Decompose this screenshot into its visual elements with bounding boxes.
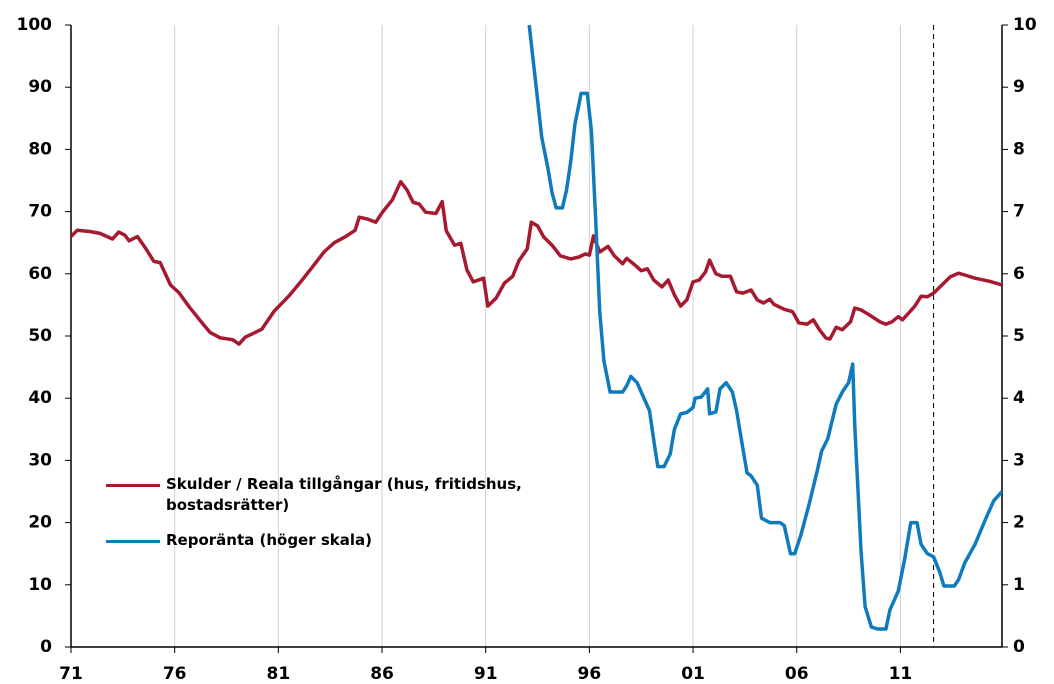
x-tick-label: 01: [681, 664, 705, 684]
x-tick-label: 86: [370, 664, 394, 684]
legend-swatch: [106, 484, 160, 487]
legend-item: Skulder / Reala tillgångar (hus, fritids…: [106, 474, 566, 516]
x-tick-label: 06: [785, 664, 809, 684]
y-tick-label: 50: [28, 326, 52, 346]
y-tick-label: 10: [28, 575, 52, 595]
x-tick-label: 76: [163, 664, 187, 684]
y2-tick-label: 6: [1013, 264, 1025, 284]
y-tick-label: 20: [28, 513, 52, 533]
x-tick-label: 71: [59, 664, 83, 684]
y2-tick-label: 2: [1013, 513, 1025, 533]
legend-item: Reporänta (höger skala): [106, 530, 566, 551]
y-tick-label: 40: [28, 388, 52, 408]
y2-tick-label: 10: [1013, 15, 1037, 35]
y2-tick-label: 7: [1013, 202, 1025, 222]
y-tick-label: 70: [28, 202, 52, 222]
y-tick-label: 80: [28, 139, 52, 159]
y2-tick-label: 1: [1013, 575, 1025, 595]
y-tick-label: 90: [28, 77, 52, 97]
y2-tick-label: 8: [1013, 139, 1025, 159]
series-line: [527, 24, 1002, 631]
legend-swatch: [106, 540, 160, 543]
legend-label: Reporänta (höger skala): [166, 531, 372, 549]
x-tick-label: 81: [267, 664, 291, 684]
y2-tick-label: 0: [1013, 637, 1025, 657]
y2-tick-label: 4: [1013, 388, 1025, 408]
y-tick-label: 0: [40, 637, 52, 657]
y-tick-label: 100: [17, 15, 53, 35]
y2-tick-label: 9: [1013, 77, 1025, 97]
x-tick-label: 11: [889, 664, 913, 684]
x-tick-label: 91: [474, 664, 498, 684]
y-tick-label: 60: [28, 264, 52, 284]
series-line: [71, 179, 1002, 346]
legend-label: Skulder / Reala tillgångar (hus, fritids…: [166, 475, 522, 514]
legend: Skulder / Reala tillgångar (hus, fritids…: [106, 474, 566, 565]
x-tick-label: 96: [578, 664, 602, 684]
y-tick-label: 30: [28, 450, 52, 470]
y2-tick-label: 3: [1013, 450, 1025, 470]
y2-tick-label: 5: [1013, 326, 1025, 346]
